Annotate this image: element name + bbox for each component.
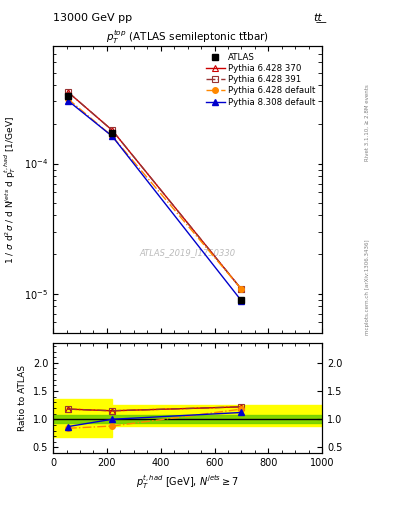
Bar — [53, 405, 322, 426]
Bar — [53, 399, 112, 437]
Text: Rivet 3.1.10, ≥ 2.8M events: Rivet 3.1.10, ≥ 2.8M events — [365, 84, 370, 161]
Line: Pythia 6.428 default: Pythia 6.428 default — [65, 96, 244, 292]
Y-axis label: 1 / $\sigma$ d$^2\sigma$ / d N$^{jets}$ d p$_T^{t,had}$ [1/GeV]: 1 / $\sigma$ d$^2\sigma$ / d N$^{jets}$ … — [3, 115, 18, 264]
Text: mcplots.cern.ch [arXiv:1306.3436]: mcplots.cern.ch [arXiv:1306.3436] — [365, 239, 370, 334]
Pythia 8.308 default — [110, 133, 115, 139]
Pythia 6.428 391 — [66, 89, 70, 95]
ATLAS — [110, 130, 115, 136]
Line: Pythia 6.428 370: Pythia 6.428 370 — [64, 89, 245, 293]
Pythia 8.308 default — [66, 97, 70, 103]
Text: 13000 GeV pp: 13000 GeV pp — [53, 13, 132, 23]
Pythia 6.428 default — [239, 286, 244, 292]
Pythia 8.308 default — [239, 298, 244, 304]
ATLAS — [66, 93, 70, 99]
ATLAS — [239, 296, 244, 303]
Bar — [53, 415, 322, 423]
Y-axis label: Ratio to ATLAS: Ratio to ATLAS — [18, 365, 27, 431]
Text: ATLAS_2019_I1750330: ATLAS_2019_I1750330 — [140, 248, 236, 257]
Pythia 6.428 391 — [110, 127, 115, 134]
Line: Pythia 8.308 default: Pythia 8.308 default — [64, 97, 245, 304]
Legend: ATLAS, Pythia 6.428 370, Pythia 6.428 391, Pythia 6.428 default, Pythia 8.308 de: ATLAS, Pythia 6.428 370, Pythia 6.428 39… — [203, 50, 318, 109]
Text: tt͟: tt͟ — [314, 13, 322, 23]
Pythia 6.428 370 — [110, 127, 115, 134]
Pythia 6.428 391 — [239, 286, 244, 292]
Pythia 6.428 default — [110, 133, 115, 139]
Pythia 6.428 370 — [239, 286, 244, 292]
Pythia 6.428 default — [66, 96, 70, 102]
Line: ATLAS: ATLAS — [65, 93, 244, 303]
Title: $p_T^{top}$ (ATLAS semileptonic tt̄bar): $p_T^{top}$ (ATLAS semileptonic tt̄bar) — [106, 28, 269, 46]
Pythia 6.428 370 — [66, 89, 70, 95]
Line: Pythia 6.428 391: Pythia 6.428 391 — [64, 89, 245, 293]
X-axis label: $p_T^{t,had}$ [GeV], $N^{jets} \geq 7$: $p_T^{t,had}$ [GeV], $N^{jets} \geq 7$ — [136, 474, 239, 490]
